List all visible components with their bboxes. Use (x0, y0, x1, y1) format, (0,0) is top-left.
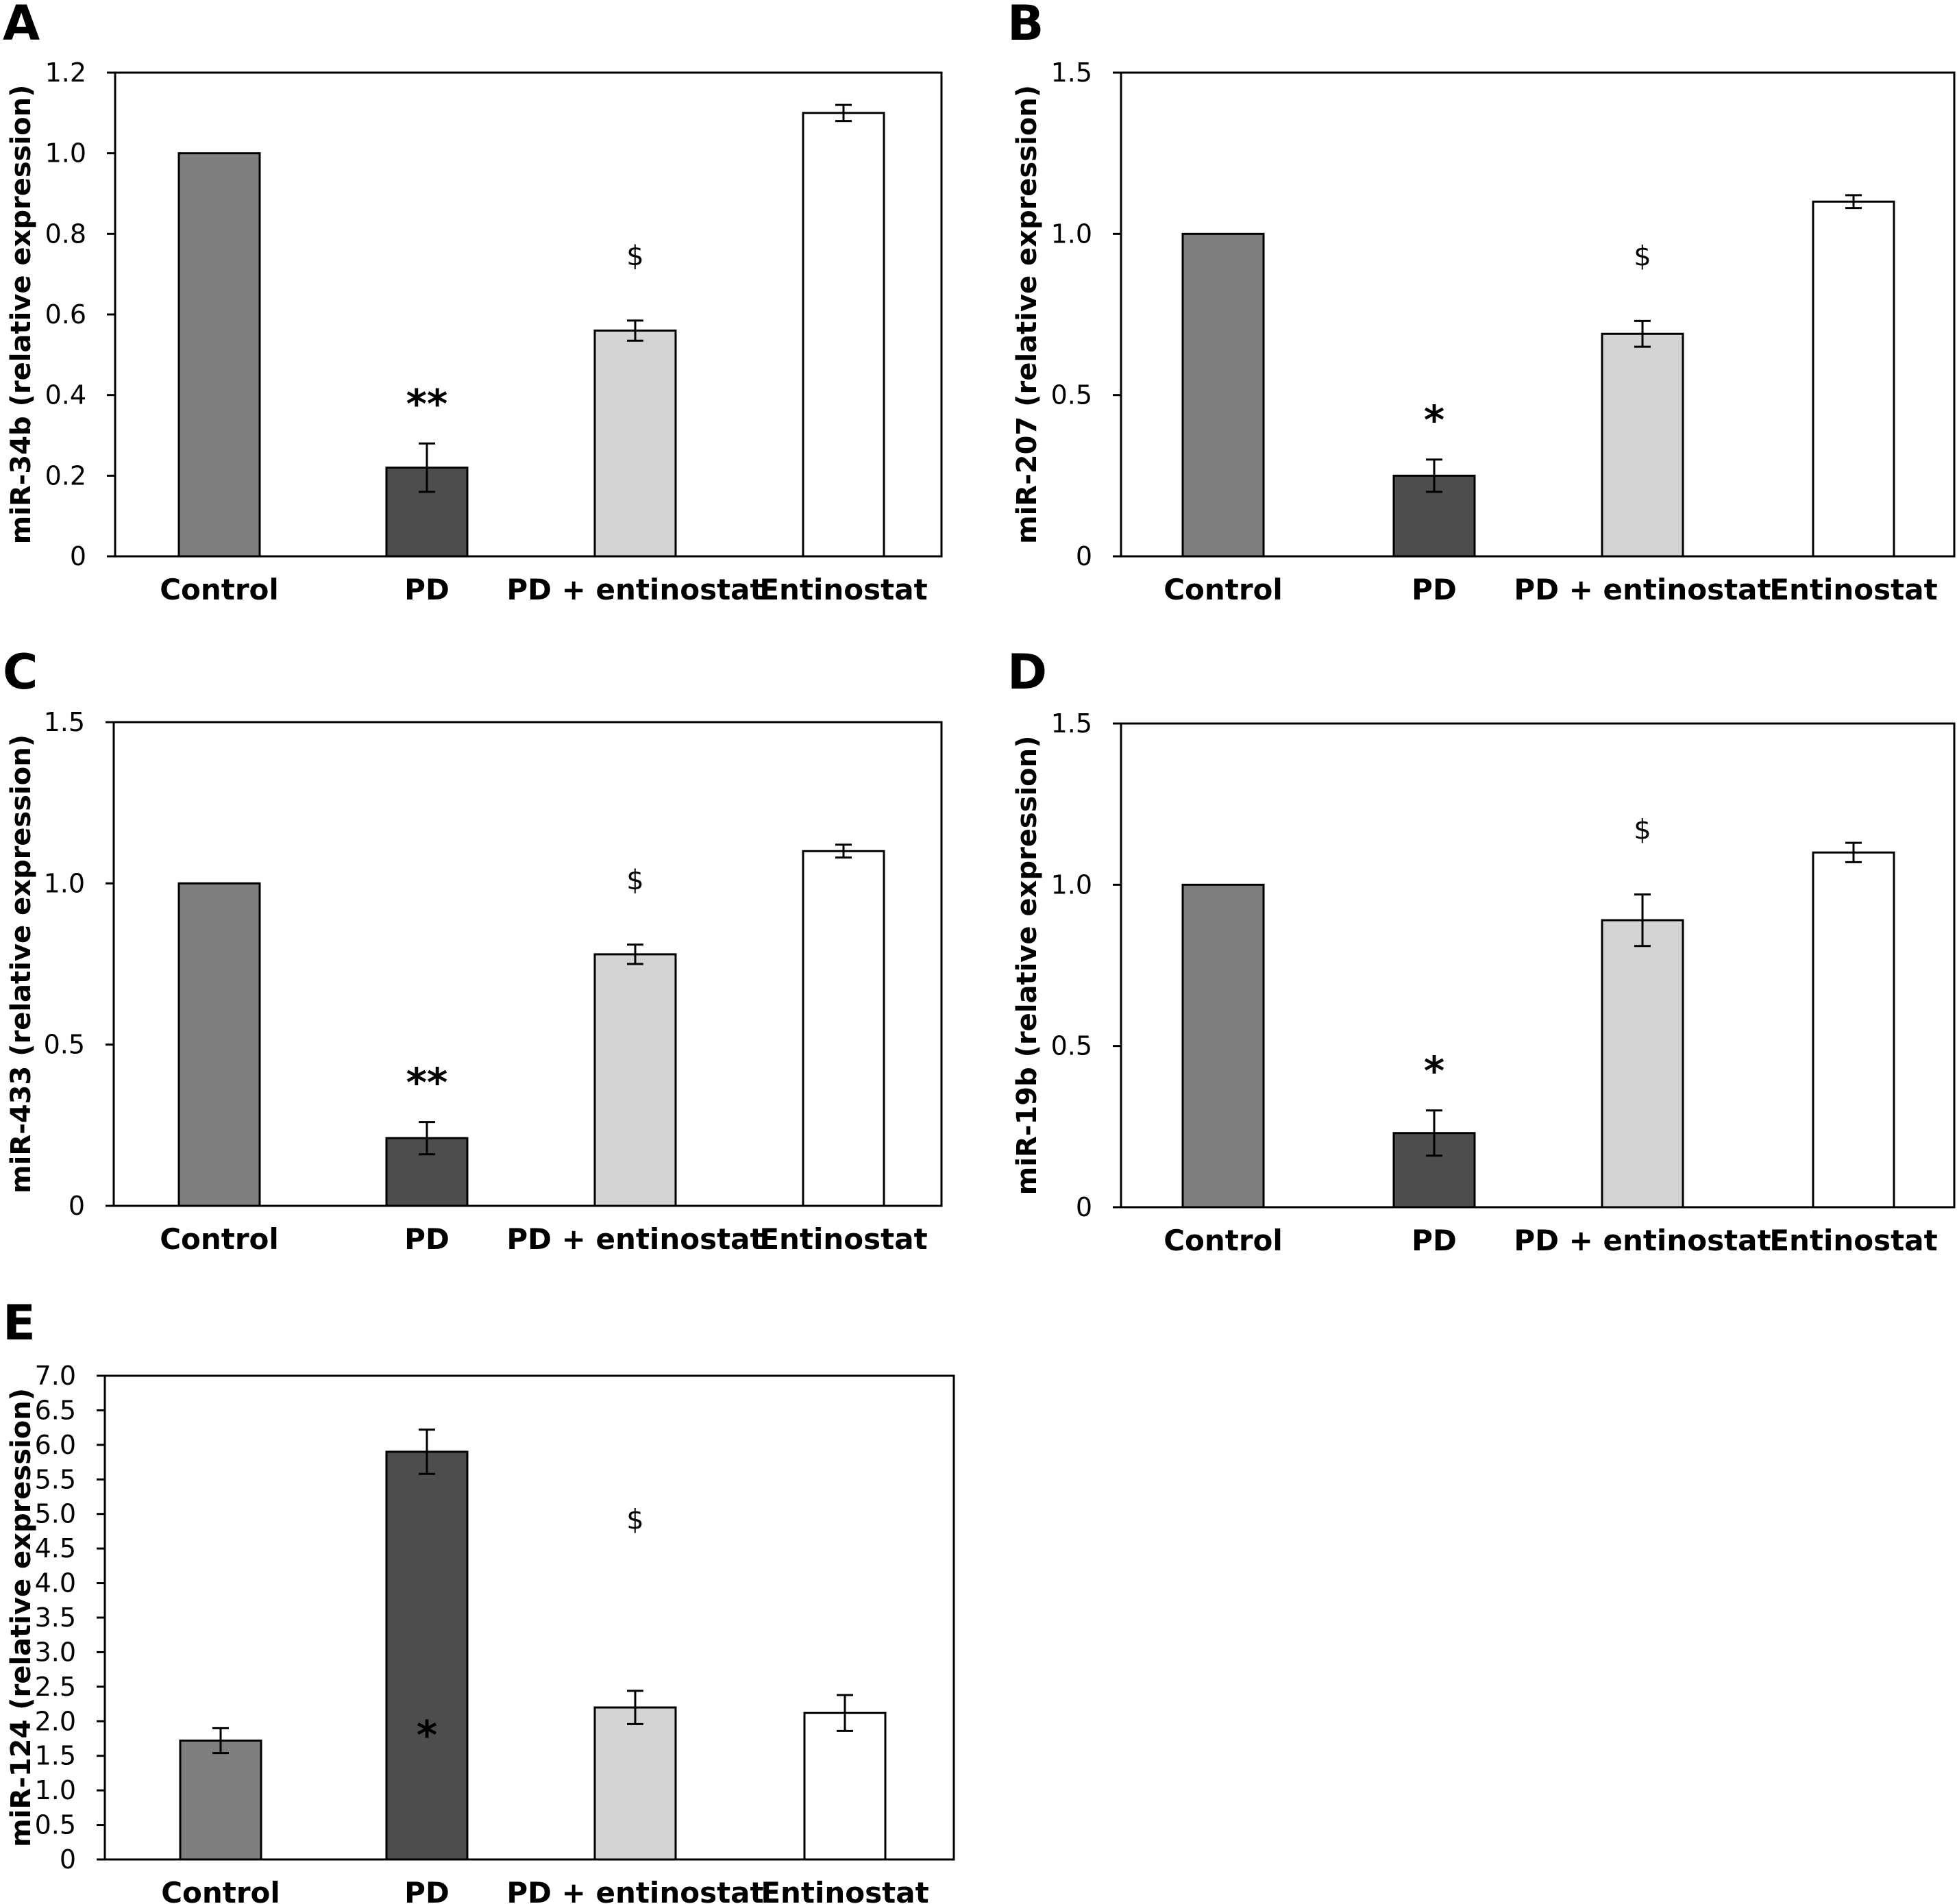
y-axis-label: miR-19b (relative expression) (1011, 736, 1043, 1196)
significance-marker: * (1424, 1048, 1444, 1094)
y-tick-label: 0.4 (45, 380, 86, 410)
y-tick-label: 2.5 (35, 1672, 76, 1702)
panel-letter: B (1007, 0, 1044, 51)
x-tick-label: PD + entinostat (506, 573, 763, 606)
panel-letter: E (3, 1295, 36, 1351)
x-tick-label: Entinostat (759, 1222, 927, 1256)
bar-2 (593, 1706, 677, 1861)
x-tick-label: Control (161, 1876, 280, 1904)
significance-marker: $ (626, 865, 643, 896)
y-tick-label: 0.2 (45, 460, 86, 491)
y-tick-label: 4.0 (35, 1568, 76, 1598)
bar-0 (1181, 883, 1265, 1209)
x-tick-label: PD + entinostat (1514, 1224, 1771, 1257)
y-tick-label: 6.0 (35, 1430, 76, 1460)
y-tick-label: 1.0 (44, 868, 85, 898)
panel-letter: A (3, 0, 40, 51)
y-tick-label: 2.0 (35, 1706, 76, 1736)
y-tick-label: 5.5 (35, 1464, 76, 1494)
bar-2 (1601, 919, 1684, 1209)
x-tick-label: Control (1164, 573, 1283, 606)
bar-2 (1601, 332, 1684, 558)
x-tick-label: PD (1412, 1224, 1457, 1257)
chart-panel-a: A 0 0.2 0.4 0.6 0.8 1.0 1.2 miR-34b (relative ex… (3, 0, 943, 606)
y-tick-label: 0.5 (1051, 380, 1092, 410)
y-tick-label: 0.5 (44, 1030, 85, 1060)
y-tick-label: 0 (60, 1844, 76, 1875)
plot-frame (1120, 722, 1956, 1209)
x-tick-label: PD (1412, 573, 1457, 606)
bar-0 (177, 152, 261, 558)
x-tick-label: Control (160, 1222, 279, 1256)
y-tick-label: 7.0 (35, 1361, 76, 1391)
x-tick-label: Entinostat (1769, 573, 1937, 606)
y-tick-label: 1.2 (45, 58, 86, 88)
y-tick-label: 1.0 (1051, 219, 1092, 249)
x-tick-label: PD + entinostat (506, 1876, 763, 1904)
y-tick-label: 5.0 (35, 1499, 76, 1529)
y-tick-label: 0.8 (45, 219, 86, 249)
bar-2 (593, 953, 677, 1207)
panel-letter: D (1007, 644, 1047, 700)
x-tick-label: PD (404, 1876, 450, 1904)
chart-panel-b: B 0 0.5 1.0 1.5 miR-207 (relative expression)… (1007, 0, 1956, 606)
y-axis-label: miR-124 (relative expression) (5, 1388, 37, 1847)
bar-3 (802, 850, 885, 1207)
y-tick-label: 1.5 (1051, 708, 1092, 739)
bar-0 (177, 882, 261, 1207)
significance-marker: ** (406, 1059, 448, 1106)
x-tick-label: PD + entinostat (1514, 573, 1771, 606)
significance-marker: $ (626, 240, 643, 272)
significance-marker: $ (626, 1505, 643, 1536)
bar-3 (1812, 200, 1895, 558)
significance-marker: * (417, 1711, 437, 1758)
y-tick-label: 0.5 (1051, 1031, 1092, 1061)
chart-panel-d: D 0 0.5 1.0 1.5 miR-19b (relative expression)… (1007, 644, 1956, 1257)
plot-frame (1120, 71, 1956, 558)
y-tick-label: 1.5 (35, 1741, 76, 1771)
plot-frame (112, 721, 943, 1207)
significance-marker: ** (406, 381, 448, 428)
y-tick-label: 1.0 (35, 1775, 76, 1805)
bar-0 (1181, 232, 1265, 558)
y-tick-label: 3.5 (35, 1603, 76, 1633)
chart-panel-e: E 0 0.5 1.0 1.5 2.0 2.5 3.0 3.5 4.0 4.5 5.0 5.5 6.0 6.… (3, 1295, 955, 1904)
bar-3 (802, 112, 885, 558)
y-tick-label: 4.5 (35, 1533, 76, 1563)
bar-1 (385, 1450, 469, 1861)
x-tick-label: PD + entinostat (506, 1222, 763, 1256)
y-tick-label: 1.5 (44, 707, 85, 737)
y-tick-label: 1.0 (45, 138, 86, 169)
significance-marker: * (1424, 397, 1444, 443)
significance-marker: $ (1634, 815, 1651, 846)
y-tick-label: 3.0 (35, 1637, 76, 1667)
x-tick-label: Entinostat (759, 573, 927, 606)
x-tick-label: Entinostat (761, 1876, 928, 1904)
y-tick-label: 0.6 (45, 299, 86, 330)
y-axis-label: miR-34b (relative expression) (5, 85, 37, 545)
x-tick-label: PD (404, 1222, 450, 1256)
x-tick-label: Control (1164, 1224, 1283, 1257)
y-tick-label: 1.5 (1051, 58, 1092, 88)
y-tick-label: 6.5 (35, 1395, 76, 1425)
panel-letter: C (3, 644, 38, 700)
significance-marker: $ (1634, 241, 1651, 273)
bar-3 (1812, 851, 1895, 1209)
y-axis-label: miR-433 (relative expression) (5, 734, 37, 1194)
bar-0 (179, 1740, 262, 1861)
y-axis-label: miR-207 (relative expression) (1011, 85, 1043, 544)
bar-3 (803, 1711, 887, 1861)
y-tick-label: 0 (69, 1191, 85, 1221)
y-tick-label: 0 (70, 541, 86, 571)
y-tick-label: 0.5 (35, 1810, 76, 1840)
y-tick-label: 0 (1076, 541, 1092, 571)
y-tick-label: 0 (1076, 1192, 1092, 1222)
x-tick-label: Entinostat (1769, 1224, 1937, 1257)
x-tick-label: PD (404, 573, 450, 606)
y-tick-label: 1.0 (1051, 869, 1092, 900)
x-tick-label: Control (160, 573, 279, 606)
bar-2 (593, 330, 677, 558)
